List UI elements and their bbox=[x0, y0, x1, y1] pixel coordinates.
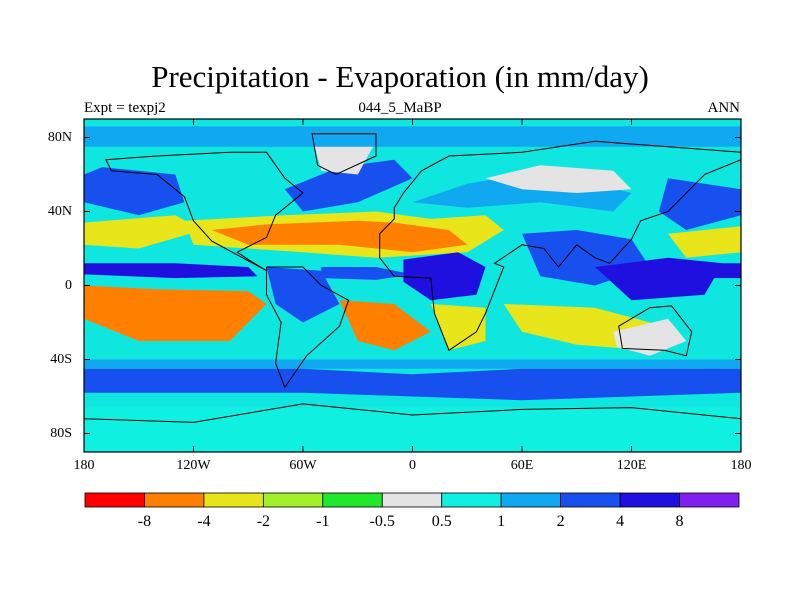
colorbar-level-label: -0.5 bbox=[369, 513, 395, 530]
colorbar-box bbox=[500, 492, 562, 508]
coastline-greenland-coast bbox=[311, 133, 377, 176]
colorbar-box bbox=[322, 492, 383, 508]
region-siberia-neutral bbox=[485, 165, 632, 193]
lon-tick-label: 180 bbox=[730, 458, 752, 473]
region-antarctica bbox=[84, 407, 741, 452]
lon-tick-label: 0 bbox=[409, 458, 416, 473]
lat-tick-label: 0 bbox=[65, 277, 72, 293]
lat-tick-label: 80S bbox=[50, 425, 72, 441]
region-n-atlantic-storm-track bbox=[284, 159, 413, 212]
field-layer bbox=[84, 119, 741, 452]
lon-tick-label: 120E bbox=[616, 458, 647, 473]
chart-title: Precipitation - Evaporation (in mm/day) bbox=[151, 59, 649, 94]
tick-layer bbox=[83, 119, 742, 452]
colorbar-box bbox=[262, 492, 324, 508]
region-nw-pacific-mid-dry bbox=[668, 226, 741, 258]
region-arctic-wet bbox=[84, 126, 741, 147]
lon-tick-label: 60E bbox=[510, 458, 534, 473]
region-n-africa-america-dry bbox=[211, 220, 468, 253]
age-label: 044_5_MaBP bbox=[358, 100, 442, 116]
colorbar-box bbox=[84, 492, 145, 508]
region-australia-dry bbox=[613, 318, 687, 356]
region-s-atlantic-dry bbox=[339, 300, 431, 351]
colorbar-box bbox=[441, 492, 502, 508]
lat-tick-label: 40S bbox=[50, 351, 72, 367]
lat-tick-label: 40N bbox=[47, 203, 72, 219]
colorbar-level-label: 0.5 bbox=[431, 513, 452, 530]
coastline-north-america bbox=[105, 151, 304, 272]
season-label: ANN bbox=[707, 100, 741, 116]
experiment-label: Expt = texpj2 bbox=[84, 100, 166, 116]
coastline-antarctica-coast bbox=[84, 403, 741, 452]
colorbar-level-label: 2 bbox=[556, 513, 565, 530]
coastline-australia bbox=[618, 305, 693, 357]
colorbar-box bbox=[619, 492, 680, 508]
colorbar-box bbox=[203, 492, 264, 508]
colorbar-level-label: -1 bbox=[316, 513, 330, 530]
region-itcz-pacific-west bbox=[649, 263, 741, 279]
coastline-layer bbox=[84, 133, 741, 452]
region-nw-pacific-storm-track bbox=[658, 178, 741, 230]
region-amazon-wet bbox=[266, 267, 340, 323]
lon-tick-label: 60W bbox=[289, 458, 317, 473]
region-n-pacific-storm-track bbox=[84, 167, 185, 216]
region-s-ocean-wet bbox=[84, 359, 741, 369]
colorbar-box bbox=[679, 492, 740, 508]
region-s-ocean-storm bbox=[84, 368, 741, 401]
colorbar-box bbox=[381, 492, 443, 508]
region-s-indian-dry bbox=[503, 304, 650, 351]
region-se-pacific-dry bbox=[120, 300, 240, 334]
lon-tick-label: 180 bbox=[73, 458, 95, 473]
colorbar-box bbox=[560, 492, 621, 508]
coastline-eurasia-africa bbox=[379, 140, 741, 352]
colorbar-box bbox=[144, 492, 205, 508]
colorbar-level-label: -8 bbox=[137, 513, 152, 530]
coastline-south-america bbox=[266, 266, 350, 389]
colorbar-level-label: -2 bbox=[256, 513, 271, 530]
region-itcz-pacific bbox=[84, 263, 258, 279]
lon-tick-label: 120W bbox=[176, 458, 211, 473]
colorbar-level-label: -4 bbox=[197, 513, 211, 530]
lat-tick-label: 80N bbox=[47, 129, 72, 145]
colorbar-level-label: 1 bbox=[497, 513, 506, 530]
colorbar-level-label: 4 bbox=[616, 513, 625, 530]
region-central-africa-wet bbox=[403, 252, 486, 301]
region-n-pacific-mid-dry bbox=[84, 215, 203, 249]
colorbar-level-label: 8 bbox=[675, 513, 684, 530]
